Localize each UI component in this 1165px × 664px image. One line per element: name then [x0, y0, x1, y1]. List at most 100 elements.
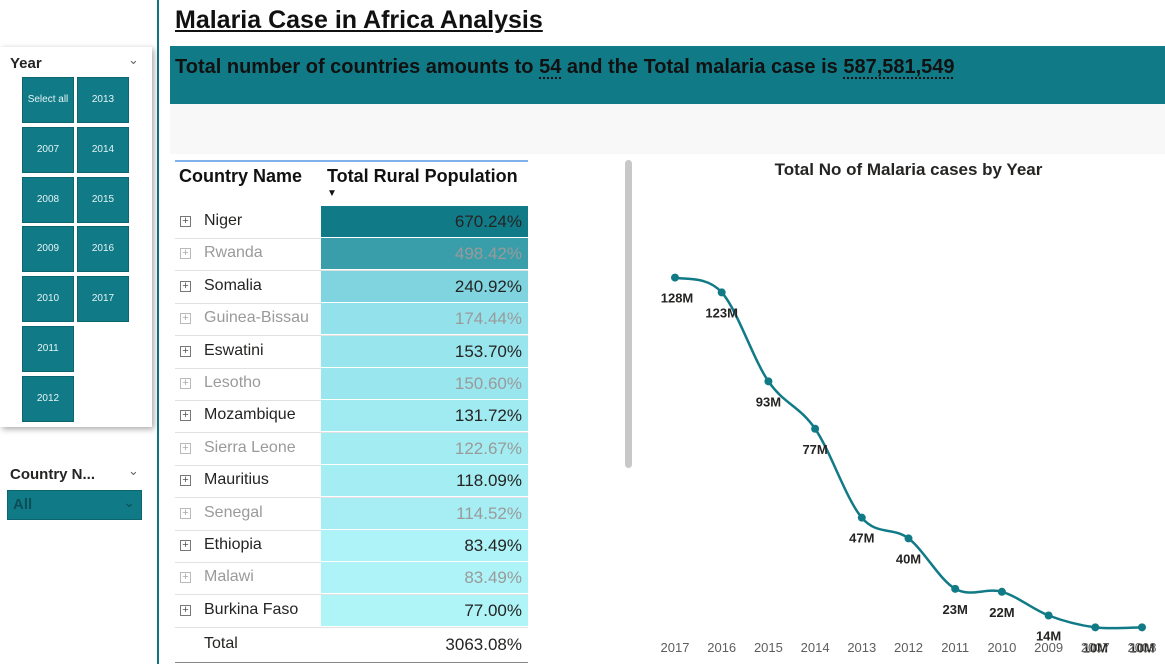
x-tick-label: 2010	[987, 640, 1016, 655]
expand-icon[interactable]: +	[180, 410, 191, 422]
data-label: 40M	[896, 551, 921, 566]
rural-population-cell: 122.67%	[321, 432, 528, 464]
table-row[interactable]: + Somalia 240.92%	[175, 270, 528, 304]
data-point[interactable]	[671, 273, 679, 282]
rural-population-cell: 77.00%	[321, 594, 528, 626]
rural-population-table: Country Name Total Rural Population ▼ + N…	[175, 158, 528, 664]
country-name: Somalia	[204, 276, 262, 294]
data-label: 123M	[705, 305, 738, 320]
expand-icon[interactable]: +	[180, 604, 191, 616]
table-row[interactable]: + Mauritius 118.09%	[175, 465, 528, 499]
rural-population-cell: 83.49%	[321, 562, 528, 594]
chart-title: Total No of Malaria cases by Year	[774, 160, 1043, 179]
x-tick-label: 2016	[707, 640, 736, 655]
rural-population-cell: 118.09%	[321, 465, 528, 497]
data-label: 47M	[849, 531, 874, 546]
expand-icon[interactable]: +	[180, 540, 191, 551]
rural-population-value: 122.67%	[454, 438, 522, 458]
table-total-row: Total 3063.08%	[175, 628, 528, 663]
country-name: Lesotho	[204, 374, 261, 391]
table-row[interactable]: + Ethiopia 83.49%	[175, 530, 528, 563]
sort-descending-icon[interactable]: ▼	[327, 188, 337, 199]
table-row[interactable]: + Burkina Faso 77.00%	[175, 594, 528, 628]
expand-icon[interactable]: +	[180, 475, 191, 487]
data-label: 23M	[943, 602, 968, 617]
year-tile[interactable]: 2014	[77, 126, 129, 173]
year-tile[interactable]: 2015	[77, 176, 129, 223]
country-name: Senegal	[204, 503, 263, 521]
year-tile[interactable]: 2016	[77, 226, 129, 273]
expand-icon[interactable]: +	[180, 442, 191, 454]
data-point[interactable]	[904, 534, 913, 543]
total-label: Total	[204, 635, 238, 652]
page-title: Malaria Case in Africa Analysis	[175, 6, 543, 34]
expand-icon[interactable]: +	[180, 378, 191, 389]
year-tile[interactable]: 2009	[22, 226, 74, 273]
table-row[interactable]: + Mozambique 131.72%	[175, 400, 528, 434]
data-point[interactable]	[1091, 623, 1100, 632]
table-row[interactable]: + Sierra Leone 122.67%	[175, 432, 528, 466]
chevron-down-icon[interactable]: ⌄	[128, 52, 139, 67]
year-tile[interactable]: 2013	[77, 77, 129, 123]
table-row[interactable]: + Rwanda 498.42%	[175, 238, 528, 272]
rural-population-cell: 174.44%	[321, 303, 528, 335]
data-point[interactable]	[764, 377, 773, 386]
country-name: Mozambique	[204, 406, 296, 424]
table-top-border	[175, 160, 528, 162]
table-row[interactable]: + Malawi 83.49%	[175, 562, 528, 596]
data-point[interactable]	[951, 584, 960, 593]
rural-population-value: 131.72%	[454, 406, 522, 426]
year-tile[interactable]: 2012	[22, 375, 74, 422]
pane-divider	[157, 0, 159, 664]
data-point[interactable]	[997, 587, 1006, 596]
table-row[interactable]: + Senegal 114.52%	[175, 497, 528, 531]
summary-banner: Total number of countries amounts to 54 …	[170, 46, 1165, 104]
rural-population-value: 240.92%	[454, 276, 522, 296]
country-name: Sierra Leone	[204, 438, 296, 456]
year-tile[interactable]: 2010	[22, 276, 74, 323]
rural-population-cell: 670.24%	[321, 206, 528, 237]
country-name: Malawi	[204, 568, 254, 586]
rural-population-cell: 150.60%	[321, 368, 528, 399]
table-row[interactable]: + Niger 670.24%	[175, 206, 528, 239]
data-point[interactable]	[857, 513, 866, 522]
x-tick-label: 2014	[801, 640, 830, 655]
title-box: Malaria Case in Africa Analysis	[170, 0, 685, 46]
table-row[interactable]: + Eswatini 153.70%	[175, 335, 528, 369]
data-point[interactable]	[811, 424, 820, 433]
expand-icon[interactable]: +	[180, 345, 191, 357]
year-tile[interactable]: 2007	[22, 126, 74, 173]
table-row[interactable]: + Guinea-Bissau 174.44%	[175, 303, 528, 337]
rural-population-value: 118.09%	[456, 471, 522, 491]
x-tick-label: 2011	[941, 640, 969, 655]
country-count: 54	[539, 56, 562, 78]
expand-icon[interactable]: +	[180, 313, 191, 325]
chevron-down-icon[interactable]: ⌄	[128, 463, 139, 478]
data-point[interactable]	[1044, 611, 1053, 620]
rural-population-value: 174.44%	[454, 309, 522, 329]
expand-icon[interactable]: +	[180, 248, 191, 260]
year-tile[interactable]: 2011	[22, 326, 74, 372]
expand-icon[interactable]: +	[180, 507, 191, 519]
data-label: 10M	[1129, 640, 1154, 655]
data-label: 22M	[989, 605, 1014, 620]
table-row[interactable]: + Lesotho 150.60%	[175, 368, 528, 401]
x-tick-label: 2017	[661, 640, 690, 655]
year-tile[interactable]: Select all	[22, 77, 74, 123]
expand-icon[interactable]: +	[180, 572, 191, 584]
year-tile[interactable]: 2008	[22, 176, 74, 223]
expand-icon[interactable]: +	[180, 216, 191, 227]
country-name: Eswatini	[204, 341, 264, 359]
data-point[interactable]	[1138, 623, 1146, 632]
year-tile[interactable]: 2017	[77, 276, 129, 323]
country-dropdown[interactable]: All ⌄	[7, 490, 142, 520]
data-point[interactable]	[717, 288, 726, 297]
column-header-rural-population[interactable]: Total Rural Population	[327, 166, 518, 186]
table-scrollbar[interactable]	[625, 160, 632, 468]
rural-population-value: 83.49%	[464, 568, 522, 588]
malaria-cases-chart: Total No of Malaria cases by Year 128M 20…	[652, 157, 1165, 664]
column-header-country[interactable]: Country Name	[179, 166, 303, 186]
data-label: 128M	[661, 291, 694, 306]
total-value: 3063.08%	[445, 635, 522, 654]
expand-icon[interactable]: +	[180, 280, 191, 292]
